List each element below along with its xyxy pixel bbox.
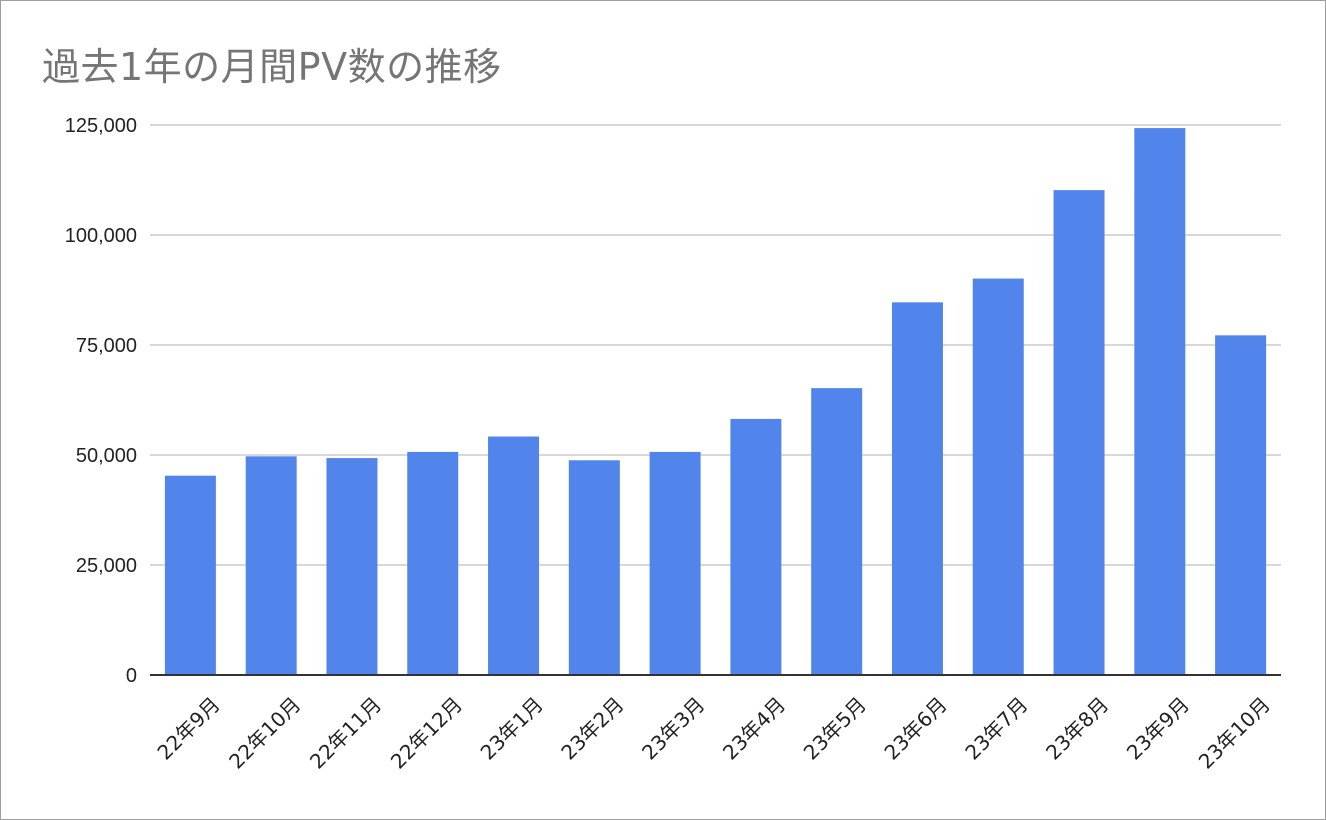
y-axis-tick-labels: 0 25,000 50,000 75,000 100,000 125,000 (65, 115, 137, 687)
y-tick-label: 50,000 (76, 445, 137, 467)
y-tick-label: 100,000 (65, 225, 137, 247)
bar (811, 388, 863, 675)
bar (488, 436, 540, 675)
y-tick-label: 25,000 (76, 555, 137, 577)
y-tick-label: 0 (126, 665, 137, 687)
x-tick-label: 23年6月 (879, 692, 951, 764)
gridlines (150, 124, 1281, 566)
y-tick-label: 75,000 (76, 335, 137, 357)
x-tick-label: 23年2月 (556, 692, 628, 764)
bar (164, 475, 216, 675)
bars (164, 128, 1267, 675)
x-tick-label: 23年9月 (1122, 692, 1194, 764)
chart-title: 過去1年の月間PV数の推移 (42, 45, 502, 89)
x-tick-label: 22年12月 (386, 692, 467, 773)
x-tick-label: 23年4月 (718, 692, 790, 764)
bar (1215, 335, 1267, 675)
bar (245, 456, 297, 675)
x-tick-label: 23年10月 (1194, 692, 1275, 773)
bar (326, 458, 378, 675)
x-tick-label: 23年1月 (476, 692, 548, 764)
x-tick-label: 22年11月 (305, 692, 386, 773)
x-tick-label: 22年10月 (224, 692, 305, 773)
x-tick-label: 23年8月 (1041, 692, 1113, 764)
x-tick-label: 22年9月 (152, 692, 224, 764)
bar (649, 451, 701, 675)
y-tick-label: 125,000 (65, 115, 137, 137)
x-tick-label: 23年7月 (960, 692, 1032, 764)
x-tick-label: 23年3月 (637, 692, 709, 764)
bar (407, 451, 459, 675)
bar (891, 302, 943, 675)
x-tick-label: 23年5月 (799, 692, 871, 764)
bar (1134, 128, 1186, 675)
bar (568, 460, 620, 675)
bar (730, 418, 782, 675)
bar (972, 278, 1024, 675)
x-axis-tick-labels: 22年9月 22年10月 22年11月 22年12月 23年1月 23年2月 23年3月 23… (152, 692, 1274, 773)
bar (1053, 190, 1105, 675)
